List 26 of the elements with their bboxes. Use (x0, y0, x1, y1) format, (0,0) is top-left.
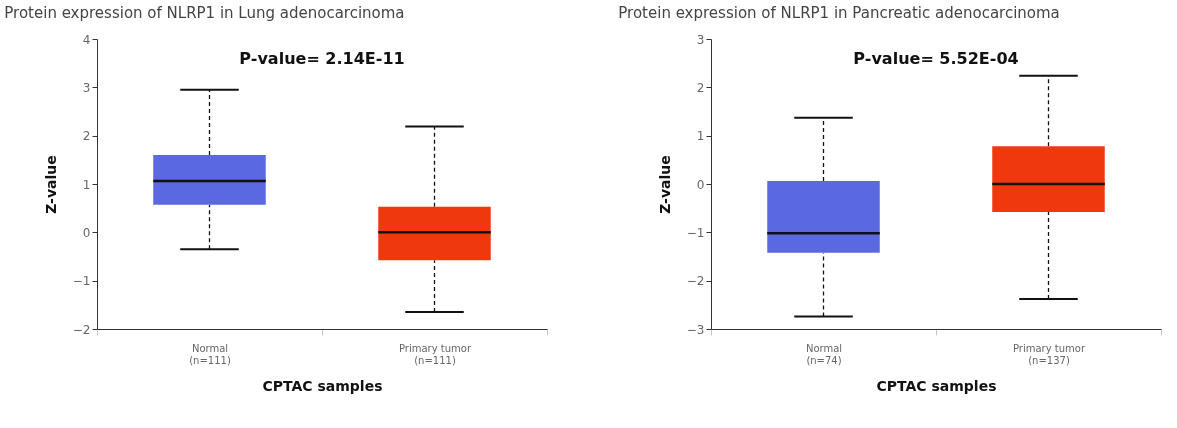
y-axis-title: Z-value (656, 155, 673, 214)
chart-title: Protein expression of NLRP1 in Pancreatic adenocarcinoma (618, 4, 1060, 22)
y-tick-label: −3 (686, 322, 705, 337)
x-tick-label: Normal (n=111) (189, 342, 231, 366)
y-tick-label: 0 (82, 225, 91, 240)
y-tick-label: 4 (82, 32, 91, 47)
y-tick-label: 1 (82, 177, 91, 192)
y-tick-label: 0 (696, 177, 705, 192)
y-tick-label: 2 (82, 129, 91, 144)
x-tick-label: Primary tumor (n=137) (1012, 342, 1086, 366)
y-axis-title: Z-value (42, 155, 59, 214)
x-tick-label: Primary tumor (n=111) (398, 342, 472, 366)
y-tick-label: −2 (686, 274, 705, 289)
annotation: P-value= 2.14E-11 (239, 49, 405, 68)
y-tick-label: 1 (696, 129, 705, 144)
x-axis-title: CPTAC samples (262, 377, 383, 394)
y-tick-label: −1 (72, 274, 91, 289)
annotation: P-value= 5.52E-04 (853, 49, 1019, 68)
y-tick-label: −1 (686, 225, 705, 240)
chart-title: Protein expression of NLRP1 in Lung adenocarcinoma (4, 4, 405, 22)
y-tick-label: 3 (696, 32, 705, 47)
y-tick-label: 3 (82, 80, 91, 95)
x-tick-label: Normal (n=74) (805, 342, 843, 366)
x-axis-title: CPTAC samples (876, 377, 997, 394)
y-tick-label: 2 (696, 80, 705, 95)
y-tick-label: −2 (72, 322, 91, 337)
